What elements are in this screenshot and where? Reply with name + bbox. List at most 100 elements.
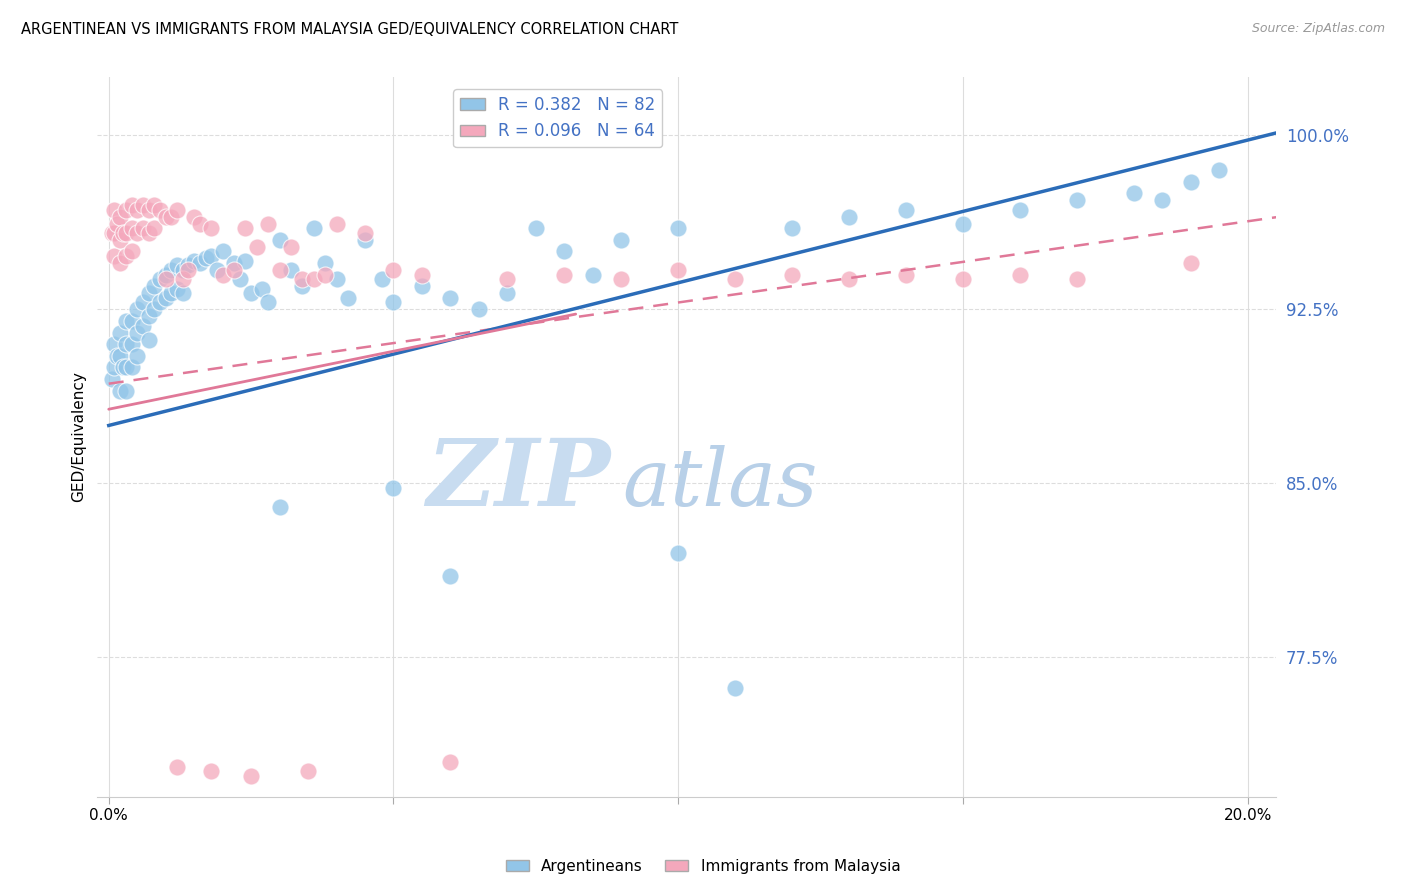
Point [235, 221, 257, 235]
Point [297, 764, 319, 779]
Legend: R = 0.382   N = 82, R = 0.096   N = 64: R = 0.382 N = 82, R = 0.096 N = 64 [453, 89, 662, 147]
Point [188, 256, 211, 270]
Point [166, 202, 188, 217]
Point [724, 681, 747, 695]
Point [108, 256, 131, 270]
Point [1066, 194, 1088, 208]
Point [138, 333, 160, 347]
Point [127, 202, 149, 217]
Point [108, 210, 131, 224]
Point [291, 272, 314, 286]
Point [780, 221, 803, 235]
Point [382, 263, 405, 277]
Point [108, 233, 131, 247]
Point [155, 272, 177, 286]
Point [177, 263, 200, 277]
Point [610, 272, 633, 286]
Point [105, 349, 128, 363]
Point [411, 268, 433, 282]
Point [302, 221, 325, 235]
Text: ARGENTINEAN VS IMMIGRANTS FROM MALAYSIA GED/EQUIVALENCY CORRELATION CHART: ARGENTINEAN VS IMMIGRANTS FROM MALAYSIA … [21, 22, 679, 37]
Point [838, 210, 860, 224]
Point [222, 263, 245, 277]
Point [553, 244, 575, 259]
Point [172, 286, 194, 301]
Point [1208, 163, 1230, 178]
Point [439, 291, 461, 305]
Point [166, 258, 188, 272]
Point [1152, 194, 1174, 208]
Point [166, 759, 188, 773]
Point [1008, 202, 1031, 217]
Point [132, 318, 155, 333]
Point [108, 384, 131, 398]
Point [138, 286, 160, 301]
Point [894, 202, 917, 217]
Point [138, 226, 160, 240]
Point [354, 233, 377, 247]
Point [103, 226, 125, 240]
Point [382, 481, 405, 495]
Point [411, 279, 433, 293]
Point [138, 310, 160, 324]
Point [228, 272, 250, 286]
Point [235, 253, 257, 268]
Point [111, 360, 134, 375]
Point [177, 258, 200, 272]
Point [666, 221, 689, 235]
Point [172, 263, 194, 277]
Point [325, 217, 347, 231]
Point [100, 226, 122, 240]
Point [105, 217, 128, 231]
Point [838, 272, 860, 286]
Point [200, 764, 222, 779]
Point [205, 263, 228, 277]
Point [439, 569, 461, 583]
Point [127, 349, 149, 363]
Point [121, 337, 143, 351]
Point [132, 295, 155, 310]
Point [280, 240, 302, 254]
Point [111, 226, 134, 240]
Point [211, 268, 233, 282]
Point [222, 256, 245, 270]
Text: ZIP: ZIP [426, 435, 610, 525]
Legend: Argentineans, Immigrants from Malaysia: Argentineans, Immigrants from Malaysia [499, 853, 907, 880]
Point [354, 226, 377, 240]
Point [1066, 272, 1088, 286]
Point [524, 221, 547, 235]
Point [894, 268, 917, 282]
Point [211, 244, 233, 259]
Point [496, 272, 519, 286]
Point [269, 263, 291, 277]
Point [200, 221, 222, 235]
Point [280, 263, 302, 277]
Point [610, 233, 633, 247]
Point [246, 240, 269, 254]
Point [114, 202, 136, 217]
Point [155, 268, 177, 282]
Y-axis label: GED/Equivalency: GED/Equivalency [72, 372, 86, 502]
Point [240, 286, 263, 301]
Point [143, 221, 166, 235]
Point [149, 272, 172, 286]
Point [314, 268, 336, 282]
Point [666, 263, 689, 277]
Point [188, 217, 211, 231]
Point [138, 202, 160, 217]
Point [108, 349, 131, 363]
Point [114, 249, 136, 263]
Point [100, 372, 122, 386]
Point [143, 198, 166, 212]
Text: Source: ZipAtlas.com: Source: ZipAtlas.com [1251, 22, 1385, 36]
Point [149, 295, 172, 310]
Point [240, 769, 263, 783]
Point [325, 272, 347, 286]
Point [291, 279, 314, 293]
Point [155, 291, 177, 305]
Point [143, 279, 166, 293]
Point [336, 291, 359, 305]
Point [172, 272, 194, 286]
Point [780, 268, 803, 282]
Point [114, 384, 136, 398]
